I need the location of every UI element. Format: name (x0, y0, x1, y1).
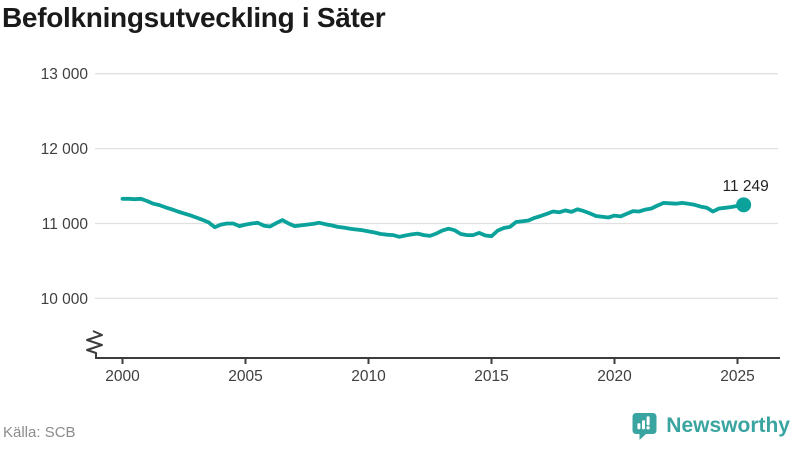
source-label: Källa: SCB (3, 424, 76, 441)
x-axis-label: 2015 (474, 368, 508, 385)
chart-title: Befolkningsutveckling i Säter (2, 2, 386, 33)
x-axis-label: 2000 (105, 368, 140, 385)
y-axis-label: 13 000 (41, 66, 89, 83)
newsworthy-wordmark: Newsworthy (666, 414, 790, 437)
x-axis-label: 2010 (351, 368, 386, 385)
x-axis-label: 2020 (597, 368, 632, 385)
x-axis-label: 2005 (228, 368, 262, 385)
last-value-dot (736, 197, 752, 213)
newsworthy-bar-chart-bubble-icon (632, 413, 657, 440)
y-axis-label: 10 000 (41, 291, 89, 308)
y-axis-label: 12 000 (41, 141, 89, 158)
newsworthy-logo: Newsworthy (631, 411, 790, 441)
y-axis-break (86, 330, 103, 357)
last-value-label: 11 249 (723, 178, 769, 195)
population-line (120, 196, 746, 239)
x-axis-label: 2025 (720, 368, 754, 385)
y-axis-label: 11 000 (42, 216, 89, 233)
